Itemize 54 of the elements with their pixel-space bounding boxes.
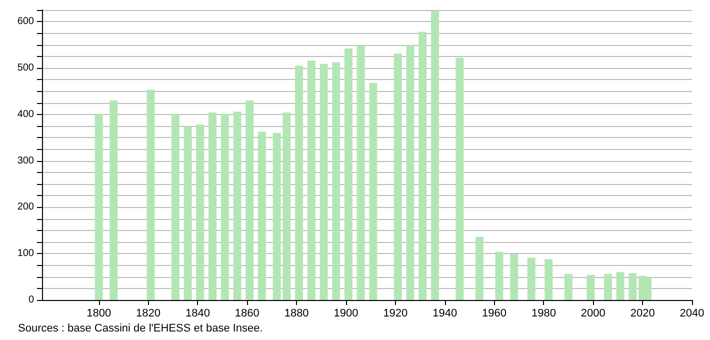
y-tick-label: 200 xyxy=(17,202,34,213)
bar xyxy=(94,114,103,300)
x-tick-label: 2020 xyxy=(630,308,655,320)
y-tick-label: 500 xyxy=(17,62,34,74)
source-note: Sources : base Cassini de l'EHESS et base Insee. xyxy=(18,322,263,334)
bar xyxy=(430,10,439,300)
x-tick-label: 2040 xyxy=(680,308,704,320)
x-tick-label: 1880 xyxy=(284,308,309,320)
x-tick-label: 1920 xyxy=(383,308,408,320)
bar xyxy=(320,64,328,300)
bar xyxy=(495,252,504,300)
bar xyxy=(616,272,624,300)
y-tick-label: 400 xyxy=(17,108,34,120)
bar xyxy=(184,126,192,300)
bar xyxy=(628,273,637,300)
bar xyxy=(233,112,242,300)
bar xyxy=(544,259,553,300)
bar xyxy=(394,54,402,300)
bar xyxy=(369,82,378,300)
x-tick-label: 1800 xyxy=(86,308,112,320)
bar xyxy=(510,254,518,300)
bar xyxy=(146,90,155,300)
bar xyxy=(110,100,118,300)
bar xyxy=(475,236,484,300)
bar xyxy=(258,132,266,300)
y-tick-label: 100 xyxy=(17,248,34,260)
x-tick-label: 1840 xyxy=(185,308,210,320)
x-tick-label: 1900 xyxy=(334,308,358,320)
bar xyxy=(246,100,254,300)
bar xyxy=(307,60,316,300)
bar xyxy=(220,114,229,300)
bar xyxy=(208,112,217,300)
bar xyxy=(406,45,414,300)
x-tick-label: 1960 xyxy=(482,308,507,320)
bar xyxy=(171,114,180,300)
y-tick-label: 600 xyxy=(17,16,34,28)
x-tick-label: 1980 xyxy=(531,308,556,320)
bar xyxy=(344,48,352,300)
bar xyxy=(332,62,340,300)
x-tick-label: 1940 xyxy=(432,308,458,320)
bar xyxy=(356,45,365,300)
bar xyxy=(564,274,572,300)
bar xyxy=(604,274,612,300)
bar xyxy=(586,274,595,300)
x-tick-label: 2000 xyxy=(580,308,606,320)
bar xyxy=(527,258,536,300)
bar xyxy=(196,124,204,300)
bar xyxy=(418,32,427,300)
bar xyxy=(456,58,464,300)
x-tick-label: 1860 xyxy=(234,308,260,320)
x-tick-label: 1820 xyxy=(136,308,161,320)
bar xyxy=(295,66,304,300)
y-tick-label: 300 xyxy=(17,155,34,166)
y-tick-label: 0 xyxy=(28,294,34,306)
